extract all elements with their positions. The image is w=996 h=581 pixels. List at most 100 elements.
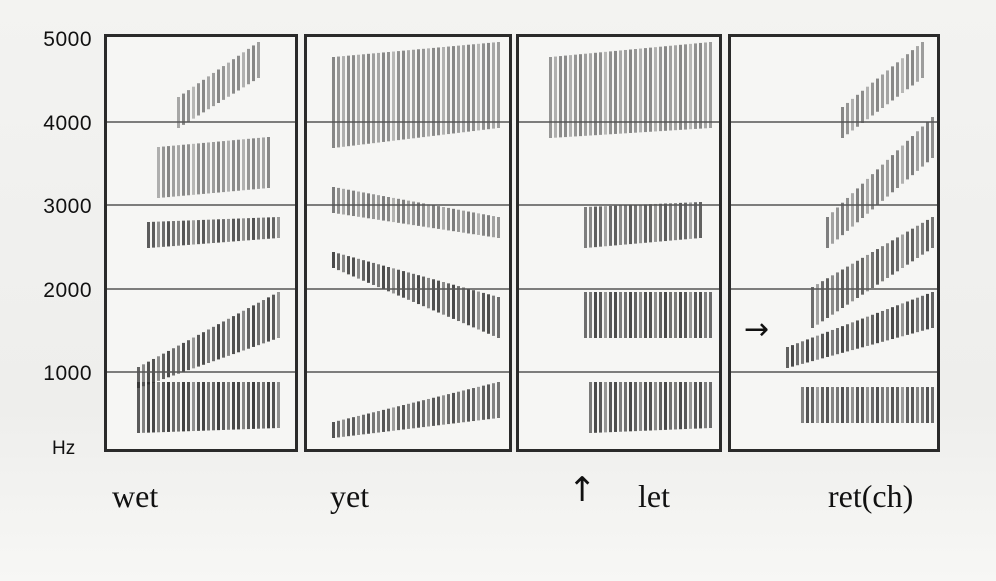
spectral-band-mark xyxy=(402,50,405,140)
spectral-band-mark xyxy=(861,90,864,123)
spectral-band-mark xyxy=(851,387,854,423)
spectral-band-mark xyxy=(452,392,455,424)
spectral-band-mark xyxy=(619,382,622,432)
spectral-band-mark xyxy=(367,413,370,434)
spectral-band-mark xyxy=(367,193,370,219)
spectral-band-mark xyxy=(202,332,205,365)
spectral-band-mark xyxy=(699,202,702,238)
spectral-band-mark xyxy=(836,272,839,312)
spectral-band-mark xyxy=(624,292,627,338)
spectral-band-mark xyxy=(689,382,692,429)
spectral-band-mark xyxy=(916,225,919,258)
spectral-band-mark xyxy=(412,201,415,226)
spectral-band-mark xyxy=(337,187,340,214)
spectral-band-mark xyxy=(467,44,470,132)
spectral-band-mark xyxy=(926,293,929,330)
spectral-band-mark xyxy=(639,292,642,338)
spectral-band-mark xyxy=(377,195,380,220)
spectral-band-mark xyxy=(901,145,904,184)
spectral-band-mark xyxy=(167,146,170,198)
spectral-band-mark xyxy=(599,206,602,247)
spectral-band-mark xyxy=(569,55,572,137)
spectral-band-mark xyxy=(402,271,405,298)
spectral-band-mark xyxy=(709,42,712,128)
right-arrow-icon: → xyxy=(744,312,770,347)
spectral-band-mark xyxy=(881,310,884,342)
spectral-band-mark xyxy=(212,382,215,431)
spectral-band-mark xyxy=(901,387,904,423)
spectral-band-mark xyxy=(831,212,834,244)
spectral-band-mark xyxy=(906,387,909,423)
spectral-band-mark xyxy=(182,220,185,246)
spectral-band-mark xyxy=(377,264,380,288)
spectral-band-mark xyxy=(277,292,280,338)
spectral-band-mark xyxy=(644,48,647,133)
spectral-band-mark xyxy=(217,69,220,103)
spectral-band-mark xyxy=(217,219,220,243)
spectral-band-mark xyxy=(629,292,632,338)
y-tick-4000: 4000 xyxy=(43,112,92,135)
spectral-band-mark xyxy=(649,382,652,431)
spectral-band-mark xyxy=(347,189,350,216)
spectral-band-mark xyxy=(177,345,180,374)
spectral-band-mark xyxy=(362,54,365,145)
spectral-band-mark xyxy=(866,178,869,214)
spectral-band-mark xyxy=(482,292,485,332)
spectral-band-mark xyxy=(831,275,834,315)
spectral-band-mark xyxy=(252,45,255,82)
spectral-band-mark xyxy=(906,301,909,335)
y-axis-unit: Hz xyxy=(52,438,76,459)
spectral-band-mark xyxy=(876,78,879,112)
spectral-band-mark xyxy=(462,390,465,423)
spectral-band-mark xyxy=(262,217,265,240)
spectral-band-mark xyxy=(242,382,245,430)
spectral-band-mark xyxy=(639,48,642,133)
spectral-band-mark xyxy=(472,290,475,328)
spectral-band-mark xyxy=(227,318,230,356)
spectral-band-mark xyxy=(332,57,335,148)
spectral-band-mark xyxy=(856,94,859,127)
spectral-band-mark xyxy=(352,257,355,277)
spectral-band-mark xyxy=(609,382,612,433)
spectral-band-mark xyxy=(377,411,380,433)
word-label-yet: yet xyxy=(330,478,370,514)
spectral-band-mark xyxy=(492,42,495,129)
spectral-band-mark xyxy=(212,219,215,243)
spectral-band-mark xyxy=(896,305,899,338)
spectral-band-mark xyxy=(916,387,919,423)
spectral-band-mark xyxy=(811,337,814,362)
spectral-band-mark xyxy=(684,202,687,240)
spectral-band-mark xyxy=(237,55,240,91)
spectral-band-mark xyxy=(896,237,899,272)
spectral-band-mark xyxy=(412,402,415,429)
spectral-band-mark xyxy=(634,49,637,133)
spectral-band-mark xyxy=(609,292,612,338)
spectral-band-mark xyxy=(377,52,380,143)
spectral-band-mark xyxy=(427,204,430,228)
spectral-band-mark xyxy=(427,277,430,309)
spectral-band-mark xyxy=(457,45,460,133)
spectral-band-mark xyxy=(674,45,677,131)
spectral-band-mark xyxy=(137,382,140,433)
spectral-band-mark xyxy=(846,266,849,305)
spectral-band-mark xyxy=(831,329,834,356)
spectral-band-mark xyxy=(634,204,637,244)
spectral-band-mark xyxy=(871,82,874,116)
spectral-band-mark xyxy=(649,292,652,338)
spectral-band-mark xyxy=(252,138,255,190)
spectral-band-mark xyxy=(492,295,495,336)
spectral-band-mark xyxy=(851,98,854,131)
spectral-band-mark xyxy=(192,337,195,369)
spectral-band-mark xyxy=(162,146,165,198)
spectrogram-panel-let xyxy=(516,34,722,452)
spectral-band-mark xyxy=(407,50,410,139)
spectral-band-mark xyxy=(709,292,712,338)
spectral-band-mark xyxy=(442,395,445,425)
spectral-band-mark xyxy=(931,117,934,158)
spectral-band-mark xyxy=(347,256,350,275)
spectral-band-mark xyxy=(467,211,470,234)
spectral-band-mark xyxy=(891,240,894,275)
spectral-band-mark xyxy=(222,66,225,100)
spectral-band-mark xyxy=(432,279,435,311)
spectral-band-mark xyxy=(417,49,420,138)
